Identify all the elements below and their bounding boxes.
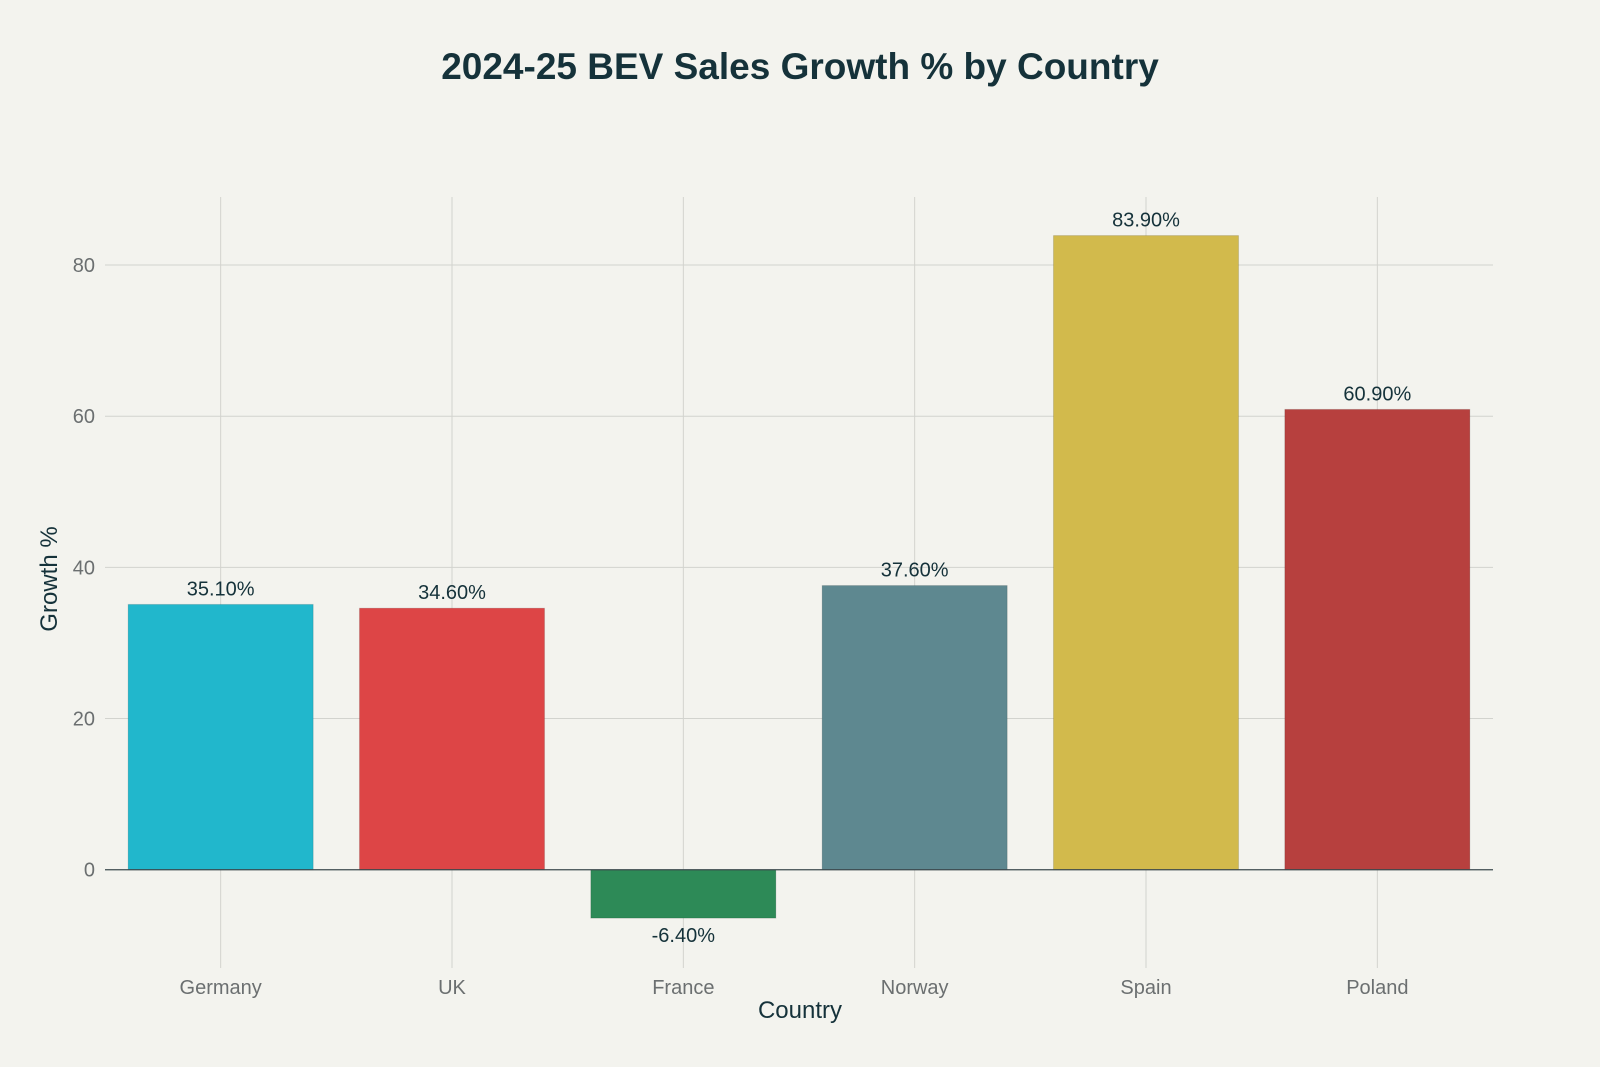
bars — [127, 235, 1471, 919]
data-label-germany: 35.10% — [187, 578, 255, 600]
data-labels: 35.10% 34.60% -6.40% 37.60% 83.90% 60.90% — [187, 210, 1412, 948]
y-tick-label: 0 — [84, 860, 95, 882]
bar-uk — [358, 607, 546, 871]
data-label-france: -6.40% — [652, 925, 716, 947]
y-axis-ticks: 0 20 40 60 80 — [73, 255, 95, 882]
y-axis-title: Growth % — [36, 526, 63, 631]
x-tick-label: Poland — [1346, 977, 1408, 999]
bar-poland — [1284, 408, 1471, 871]
x-tick-label: Germany — [180, 977, 262, 999]
data-label-norway: 37.60% — [881, 560, 949, 582]
y-tick-label: 20 — [73, 709, 95, 731]
y-tick-label: 80 — [73, 255, 95, 277]
x-tick-label: Norway — [881, 977, 949, 999]
x-tick-label: France — [652, 977, 714, 999]
data-label-poland: 60.90% — [1343, 383, 1411, 405]
x-tick-label: Spain — [1120, 977, 1171, 999]
bar-germany — [127, 603, 314, 871]
bar-france — [590, 869, 777, 919]
y-tick-label: 40 — [73, 557, 95, 579]
x-axis-title: Country — [758, 997, 842, 1024]
x-axis-ticks: Germany UK France Norway Spain Poland — [180, 977, 1409, 999]
data-label-uk: 34.60% — [418, 582, 486, 604]
data-label-spain: 83.90% — [1112, 210, 1180, 232]
chart-title: 2024-25 BEV Sales Growth % by Country — [441, 46, 1159, 87]
x-tick-label: UK — [438, 977, 466, 999]
bar-norway — [821, 585, 1008, 871]
bar-spain — [1052, 235, 1240, 871]
y-tick-label: 60 — [73, 406, 95, 428]
